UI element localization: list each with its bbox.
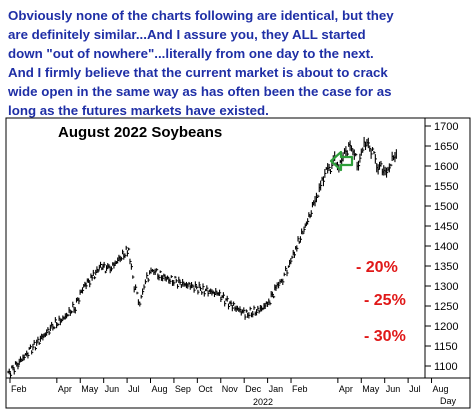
caption-line: long as the futures markets have existed…: [8, 103, 269, 118]
y-axis-ticks: 1100 1150 1200 1250 1300 1350 1400 1450 1500 1550…: [425, 121, 458, 373]
x-axis-label: Day: [440, 396, 457, 406]
drawdown-label: - 25%: [364, 292, 406, 309]
drawdown-annotations: - 20% - 25% - 30%: [356, 259, 406, 345]
x-tick-label: Jun: [386, 384, 401, 394]
x-tick-label: Jun: [105, 384, 120, 394]
y-tick-label: 1150: [434, 341, 458, 353]
x-tick-label: May: [362, 384, 380, 394]
y-tick-label: 1650: [434, 141, 458, 153]
y-tick-label: 1550: [434, 181, 458, 193]
y-tick-label: 1250: [434, 301, 458, 313]
y-tick-label: 1600: [434, 161, 458, 173]
x-tick-label: Jul: [409, 384, 421, 394]
y-tick-label: 1300: [434, 281, 458, 293]
drawdown-label: - 30%: [364, 328, 406, 345]
x-tick-label: Feb: [11, 384, 27, 394]
y-tick-label: 1450: [434, 221, 458, 233]
x-axis-ticks: Feb Apr May Jun Jul Aug Sep Oct Nov Dec Jan Feb Apr M…: [9, 378, 449, 394]
plot-frame: [5, 117, 426, 379]
price-bars: [7, 136, 397, 379]
caption-line: Obviously none of the charts following a…: [8, 8, 394, 23]
x-tick-label: Apr: [58, 384, 72, 394]
caption-line: wide open in the same way as has often b…: [8, 84, 392, 99]
arrow-left-icon: [329, 150, 354, 172]
y-tick-label: 1500: [434, 201, 458, 213]
year-label: 2022: [253, 397, 273, 407]
chart-title: August 2022 Soybeans: [58, 124, 222, 141]
y-tick-label: 1200: [434, 321, 458, 333]
y-tick-label: 1700: [434, 121, 458, 133]
x-tick-label: Aug: [152, 384, 168, 394]
x-tick-label: Apr: [339, 384, 353, 394]
x-tick-label: Sep: [175, 384, 191, 394]
x-tick-label: Jan: [269, 384, 284, 394]
chart-caption: Obviously none of the charts following a…: [8, 6, 470, 120]
y-tick-label: 1350: [434, 261, 458, 273]
x-tick-label: Feb: [292, 384, 308, 394]
y-tick-label: 1100: [434, 361, 458, 373]
caption-line: are definitely similar...And I assure yo…: [8, 27, 366, 42]
x-tick-label: Dec: [245, 384, 262, 394]
x-tick-label: Nov: [222, 384, 239, 394]
caption-line: down "out of nowhere"...literally from o…: [8, 46, 374, 61]
x-tick-label: Oct: [198, 384, 213, 394]
x-tick-label: Jul: [128, 384, 140, 394]
y-tick-label: 1400: [434, 241, 458, 253]
caption-line: And I firmly believe that the current ma…: [8, 65, 388, 80]
x-axis-panel: [5, 377, 471, 409]
x-tick-label: May: [81, 384, 99, 394]
drawdown-label: - 20%: [356, 259, 398, 276]
x-tick-label: Aug: [433, 384, 449, 394]
